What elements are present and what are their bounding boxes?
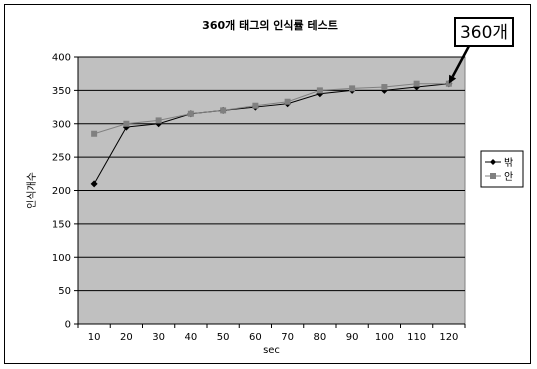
legend-label-0: 밖: [504, 157, 513, 169]
x-tick-label-8: 90: [346, 332, 359, 343]
y-tick-label-0: 0: [65, 320, 71, 331]
annotation-text: 360개: [460, 23, 508, 43]
y-tick-label-3: 150: [52, 219, 71, 230]
x-tick-label-6: 70: [281, 332, 294, 343]
x-tick-label-1: 20: [120, 332, 133, 343]
x-tick-label-9: 100: [375, 332, 394, 343]
chart-title: 360개 태그의 인식률 테스트: [202, 18, 338, 32]
x-tick-label-4: 50: [217, 332, 230, 343]
x-tick-label-7: 80: [314, 332, 327, 343]
x-tick-label-3: 40: [185, 332, 198, 343]
gridlines: [78, 56, 465, 292]
annotation: 360개: [448, 17, 514, 84]
y-tick-label-5: 250: [52, 153, 71, 164]
chart-svg: 360개 태그의 인식률 테스트 0 50 100 150 200 250 300 350 40…: [26, 17, 524, 356]
series: [90, 80, 453, 188]
chart-frame: 360개 태그의 인식률 테스트 0 50 100 150 200 250 300 350 40…: [4, 4, 531, 364]
series-1-point-3: [187, 110, 194, 117]
series-1-point-1: [123, 120, 130, 127]
legend-marker-0: [490, 159, 496, 165]
x-tick-label-10: 110: [407, 332, 426, 343]
x-axis-title: sec: [263, 345, 280, 356]
legend: 밖 안: [480, 150, 524, 188]
series-1-point-2: [155, 117, 162, 124]
x-tick-label-11: 120: [439, 332, 458, 343]
series-1-point-9: [381, 84, 388, 91]
y-tick-label-2: 100: [52, 253, 71, 264]
y-tick-label-7: 350: [52, 86, 71, 97]
y-tick-label-1: 50: [58, 286, 71, 297]
x-tick-label-0: 10: [88, 332, 101, 343]
x-axis: 10 20 30 40 50 60 70 80 90 100 110 120: [77, 323, 466, 343]
legend-box: [480, 150, 524, 188]
series-line-0: [93, 83, 449, 185]
series-1-point-10: [413, 80, 420, 87]
y-tick-label-6: 300: [52, 119, 71, 130]
annotation-arrow: [451, 45, 471, 78]
series-1-point-7: [316, 87, 323, 94]
series-1-point-5: [252, 102, 259, 109]
series-1-point-4: [220, 107, 227, 114]
x-tick-label-2: 30: [152, 332, 165, 343]
series-1-point-6: [284, 98, 291, 105]
y-tick-label-4: 200: [52, 186, 71, 197]
legend-label-1: 안: [504, 171, 513, 183]
x-tick-label-5: 60: [249, 332, 262, 343]
annotation-box: [454, 17, 514, 47]
annotation-arrowhead: [448, 74, 457, 84]
legend-marker-1: [490, 173, 496, 179]
series-1-point-8: [349, 85, 356, 92]
series-0-point-0: [90, 180, 98, 188]
y-axis: 0 50 100 150 200 250 300 350 400: [52, 53, 79, 331]
y-axis-title: 인식개수: [26, 172, 38, 209]
y-tick-label-8: 400: [52, 53, 71, 64]
series-line-1: [93, 83, 449, 135]
series-1-point-0: [91, 130, 98, 137]
